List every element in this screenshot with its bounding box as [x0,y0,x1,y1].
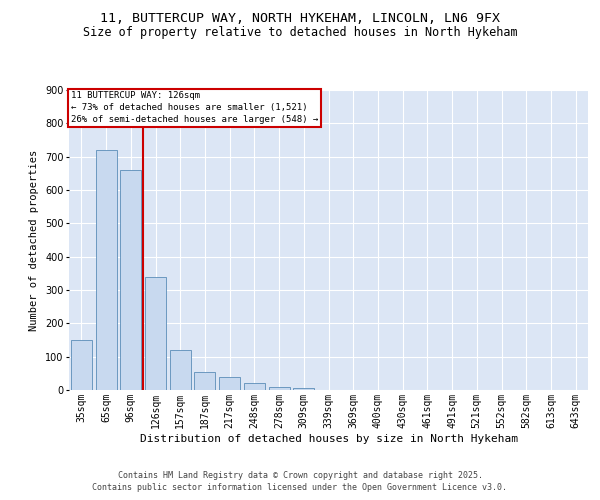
X-axis label: Distribution of detached houses by size in North Hykeham: Distribution of detached houses by size … [139,434,517,444]
Text: 11, BUTTERCUP WAY, NORTH HYKEHAM, LINCOLN, LN6 9FX: 11, BUTTERCUP WAY, NORTH HYKEHAM, LINCOL… [100,12,500,26]
Text: Contains HM Land Registry data © Crown copyright and database right 2025.
Contai: Contains HM Land Registry data © Crown c… [92,471,508,492]
Bar [194,372,215,390]
Bar [170,350,191,390]
Bar [293,388,314,390]
Bar [244,384,265,390]
Bar [145,276,166,390]
Bar [95,150,116,390]
Text: Size of property relative to detached houses in North Hykeham: Size of property relative to detached ho… [83,26,517,39]
Bar [219,376,240,390]
Bar [269,386,290,390]
Text: 11 BUTTERCUP WAY: 126sqm
← 73% of detached houses are smaller (1,521)
26% of sem: 11 BUTTERCUP WAY: 126sqm ← 73% of detach… [71,92,318,124]
Bar [120,170,141,390]
Y-axis label: Number of detached properties: Number of detached properties [29,150,40,330]
Bar [71,340,92,390]
